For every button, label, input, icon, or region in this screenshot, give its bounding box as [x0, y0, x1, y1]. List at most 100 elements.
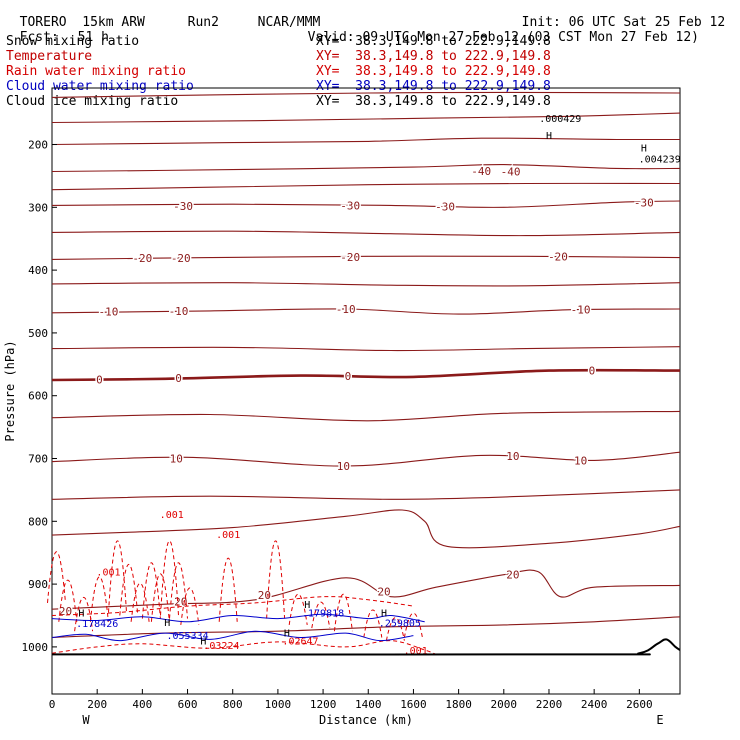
- cloud-water-contour: [51, 613, 425, 623]
- temperature-label: -40: [501, 166, 521, 179]
- legend-label: Cloud water mixing ratio: [6, 79, 194, 94]
- snow-label: .000429: [539, 114, 581, 125]
- temperature-label: 20: [258, 589, 271, 602]
- x-tick-label: 1800: [445, 698, 472, 711]
- rain-contour: [108, 540, 127, 613]
- temperature-contour: [51, 368, 681, 382]
- max-marker: H: [641, 144, 647, 155]
- max-marker: H: [164, 618, 170, 629]
- legend-xy: XY= 38.3,149.8 to 222.9,149.8: [316, 79, 551, 94]
- rain-contour: [218, 557, 238, 622]
- temperature-label: -20: [132, 252, 152, 265]
- temperature-contour: [51, 91, 681, 98]
- temperature-label: -30: [634, 196, 654, 209]
- temperature-contour: [51, 164, 681, 173]
- east-label: E: [656, 713, 663, 727]
- rain-label: .001: [404, 646, 428, 657]
- temperature-label: 10: [574, 454, 587, 467]
- forecast-label: Fcst:: [19, 30, 59, 45]
- temperature-label: 0: [175, 372, 182, 385]
- x-tick-label: 400: [132, 698, 152, 711]
- rain-contour: [288, 593, 308, 625]
- cloud-water-contour: [51, 630, 414, 642]
- max-marker: H: [284, 628, 290, 639]
- rain-contour: [130, 583, 150, 622]
- temperature-label: -20: [340, 251, 360, 264]
- temperature-label: 10: [337, 460, 350, 473]
- x-tick-label: 0: [49, 698, 56, 711]
- temperature-label: 20: [506, 569, 519, 582]
- org-label: NCAR/MMM: [257, 15, 321, 30]
- y-tick-label: 800: [28, 515, 48, 528]
- run-label: Run2: [187, 15, 219, 30]
- rain-contour: [89, 576, 109, 622]
- cloud-water-label: .055334: [166, 631, 208, 642]
- temperature-contour: [51, 451, 681, 467]
- temperature-label: -30: [173, 200, 193, 213]
- temperature-contour: [51, 182, 681, 191]
- legend-label: Cloud ice mixing ratio: [6, 94, 179, 109]
- temperature-contour: [51, 410, 681, 422]
- x-tick-label: 1000: [265, 698, 292, 711]
- x-tick-label: 2400: [581, 698, 608, 711]
- max-marker: H: [546, 131, 552, 142]
- forecast-value: 51 h: [77, 30, 109, 45]
- terrain-line: [51, 638, 681, 656]
- rain-contour: [51, 640, 437, 655]
- rain-contour: [47, 551, 66, 603]
- rain-contour: [333, 594, 353, 632]
- temperature-contour: [51, 137, 681, 146]
- x-axis-title: Distance (km): [319, 713, 413, 727]
- temperature-contour: [51, 509, 681, 549]
- temperature-label: -20: [548, 250, 568, 263]
- init-time: Init: 06 UTC Sat 25 Feb 12: [521, 15, 726, 30]
- temperature-label: 0: [96, 373, 103, 386]
- y-tick-label: 300: [28, 201, 48, 214]
- temperature-label: -40: [471, 165, 491, 178]
- legend-xy: XY= 38.3,149.8 to 222.9,149.8: [316, 49, 551, 64]
- temperature-contour: [51, 489, 681, 500]
- temperature-label: 10: [170, 453, 183, 466]
- max-marker: H: [381, 608, 387, 619]
- x-tick-label: 600: [178, 698, 198, 711]
- rain-contour: [119, 563, 139, 616]
- legend-xy: XY= 38.3,149.8 to 222.9,149.8: [316, 94, 551, 109]
- y-tick-label: 400: [28, 264, 48, 277]
- x-tick-label: 2000: [491, 698, 518, 711]
- legend-label: Rain water mixing ratio: [6, 64, 187, 79]
- temperature-label: 10: [506, 450, 519, 463]
- rain-label: .001: [160, 510, 184, 521]
- x-tick-label: 800: [223, 698, 243, 711]
- rain-contour: [150, 573, 170, 622]
- rain-contour: [385, 617, 405, 641]
- legend-label: Snow mixing ratio: [6, 34, 140, 49]
- rain-contour: [51, 596, 414, 616]
- max-marker: H: [78, 608, 84, 619]
- rain-contour: [311, 601, 331, 629]
- rain-contour: [180, 587, 200, 625]
- temperature-label: -10: [99, 306, 119, 319]
- temperature-label: -30: [435, 201, 455, 214]
- rain-contour: [266, 540, 286, 619]
- cloud-water-label: .178426: [76, 619, 118, 630]
- temperature-label: 0: [589, 365, 596, 378]
- temperature-label: -10: [169, 305, 189, 318]
- cloud-water-label: .259805: [379, 618, 421, 629]
- rain-contour: [363, 609, 383, 638]
- temperature-contour: [51, 282, 681, 287]
- rain-contour: [58, 579, 78, 622]
- temperature-contour: [51, 346, 681, 352]
- temperature-label: 20: [377, 586, 390, 599]
- plot-frame: [51, 87, 681, 695]
- model-title: TORERO 15km ARW: [19, 15, 145, 30]
- y-tick-label: 500: [28, 327, 48, 340]
- rain-label: .001: [96, 568, 120, 579]
- rain-label: .03224: [203, 641, 239, 652]
- temperature-contour: [51, 308, 681, 315]
- max-marker: H: [304, 600, 310, 611]
- temperature-label: -10: [571, 304, 591, 317]
- rain-contour: [403, 612, 423, 638]
- cloud-water-label: .179818: [302, 608, 344, 619]
- x-tick-label: 1400: [355, 698, 382, 711]
